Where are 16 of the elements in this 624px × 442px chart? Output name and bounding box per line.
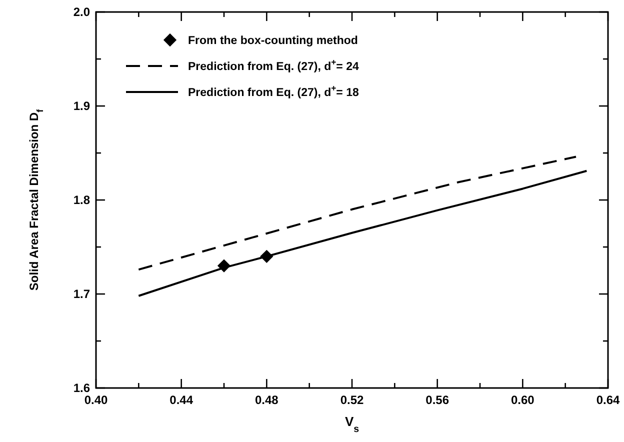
y-tick-label: 1.9 (73, 99, 90, 113)
x-tick-label: 0.56 (426, 393, 450, 407)
x-tick-label: 0.40 (84, 393, 108, 407)
legend-label: From the box-counting method (188, 35, 358, 47)
x-tick-label: 0.64 (596, 393, 620, 407)
x-axis-title: V$_{s}$ (344, 414, 360, 434)
x-tick-label: 0.60 (510, 393, 535, 407)
x-tick-label: 0.48 (254, 393, 279, 407)
legend-label: Prediction from Eq. (27), d$^{+}$= 24 (188, 57, 360, 73)
y-tick-label: 1.8 (73, 193, 90, 207)
x-tick-label: 0.52 (340, 393, 364, 407)
legend-label: Prediction from Eq. (27), d$^{+}$= 18 (188, 83, 360, 99)
x-tick-label: 0.44 (170, 393, 194, 407)
y-tick-label: 1.7 (73, 287, 90, 301)
y-tick-label: 2.0 (73, 5, 90, 19)
y-tick-label: 1.6 (73, 381, 90, 395)
